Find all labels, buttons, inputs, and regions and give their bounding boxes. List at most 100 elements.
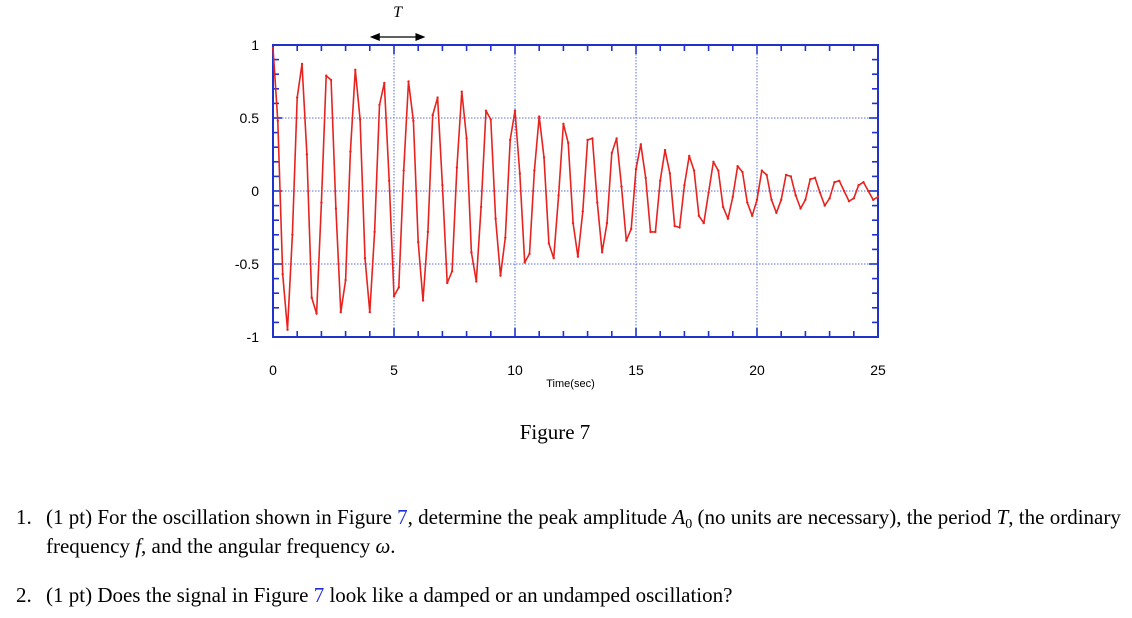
question-1: 1. (1 pt) For the oscillation shown in F…	[16, 503, 1126, 561]
period-symbol: T	[996, 505, 1009, 529]
frequency-symbol: f	[135, 534, 142, 558]
data-point	[644, 176, 647, 180]
data-point	[591, 137, 594, 140]
data-point	[760, 169, 764, 172]
data-point	[412, 119, 415, 123]
series-line	[272, 47, 879, 331]
question-2: 2. (1 pt) Does the signal in Figure 7 lo…	[16, 581, 1126, 610]
data-point	[736, 164, 739, 168]
x-tick-label: 0	[269, 362, 277, 378]
data-point	[383, 81, 386, 85]
data-point	[358, 118, 362, 121]
data-point	[489, 118, 492, 121]
data-point	[368, 310, 371, 314]
data-point	[387, 179, 391, 182]
data-point	[286, 328, 289, 331]
data-point	[712, 160, 715, 163]
data-point	[799, 207, 802, 210]
data-point	[354, 68, 357, 72]
data-point	[610, 151, 613, 155]
data-point	[842, 189, 846, 193]
data-point	[450, 270, 454, 273]
data-point	[504, 236, 507, 239]
data-point	[862, 181, 865, 184]
data-point	[847, 200, 851, 203]
question-number: 2.	[16, 583, 32, 607]
data-point	[460, 90, 463, 93]
data-point	[407, 80, 410, 83]
data-point	[542, 156, 546, 159]
figure-caption: Figure 7	[519, 420, 591, 444]
oscillation-chart: 0 5 10 15 20 25 1 0.5 0 -0.5 -1 Time(sec) T	[235, 4, 886, 390]
data-point	[596, 201, 599, 204]
data-point	[470, 251, 473, 254]
data-point	[513, 109, 517, 112]
y-tick-label: 0	[251, 183, 259, 199]
data-point	[702, 221, 705, 225]
period-marker: T	[369, 4, 426, 41]
data-point	[392, 294, 396, 298]
data-point	[659, 179, 662, 182]
data-point	[726, 217, 730, 220]
data-point	[538, 115, 541, 118]
data-point	[436, 96, 439, 99]
data-point	[533, 169, 536, 172]
data-point	[838, 179, 841, 182]
data-point	[639, 143, 643, 146]
question-text: (1 pt) Does the signal in Figure 7 look …	[46, 583, 733, 607]
data-point	[721, 205, 725, 209]
data-point	[576, 255, 580, 258]
x-tick-label: 15	[628, 362, 644, 378]
period-arrowhead-right	[415, 33, 426, 41]
question-number: 1.	[16, 505, 32, 529]
data-point	[334, 207, 338, 210]
data-point	[562, 122, 565, 126]
data-point	[668, 172, 672, 175]
data-point	[281, 273, 284, 276]
data-point	[828, 197, 831, 200]
amplitude-symbol: A0	[672, 505, 693, 532]
data-point	[315, 312, 318, 315]
data-point	[804, 198, 807, 201]
data-point	[663, 148, 667, 152]
y-tick-label: -1	[247, 329, 260, 345]
data-point	[523, 261, 526, 264]
data-point	[867, 189, 870, 193]
data-point	[291, 233, 294, 236]
data-point	[571, 221, 575, 225]
data-point	[329, 78, 333, 82]
data-point	[305, 153, 309, 156]
data-point	[344, 278, 347, 282]
data-point	[271, 46, 275, 50]
data-point	[823, 204, 826, 207]
data-point	[625, 239, 628, 242]
chart-grid	[273, 45, 878, 337]
data-point	[431, 113, 434, 117]
data-point	[276, 119, 280, 123]
data-point	[775, 211, 778, 215]
data-point	[707, 191, 710, 194]
data-point	[629, 227, 633, 231]
figure-reference-link[interactable]: 7	[397, 505, 408, 529]
data-point	[683, 183, 686, 187]
data-point	[605, 221, 609, 225]
data-point	[421, 299, 425, 302]
data-point	[518, 172, 522, 175]
data-point	[755, 198, 759, 201]
data-point	[373, 230, 376, 234]
data-point	[813, 176, 817, 180]
data-point	[363, 256, 367, 260]
data-point	[300, 62, 304, 66]
figure-reference-link[interactable]: 7	[313, 583, 325, 607]
data-point	[620, 185, 623, 188]
data-point	[465, 137, 468, 140]
data-point	[692, 169, 696, 172]
data-point	[750, 214, 754, 218]
y-tick-label: 0.5	[240, 110, 260, 126]
data-point	[741, 170, 744, 174]
data-point	[765, 173, 768, 177]
data-point	[731, 195, 734, 199]
x-axis-title: Time(sec)	[546, 378, 594, 390]
data-point	[717, 169, 720, 172]
x-tick-label: 10	[507, 362, 523, 378]
